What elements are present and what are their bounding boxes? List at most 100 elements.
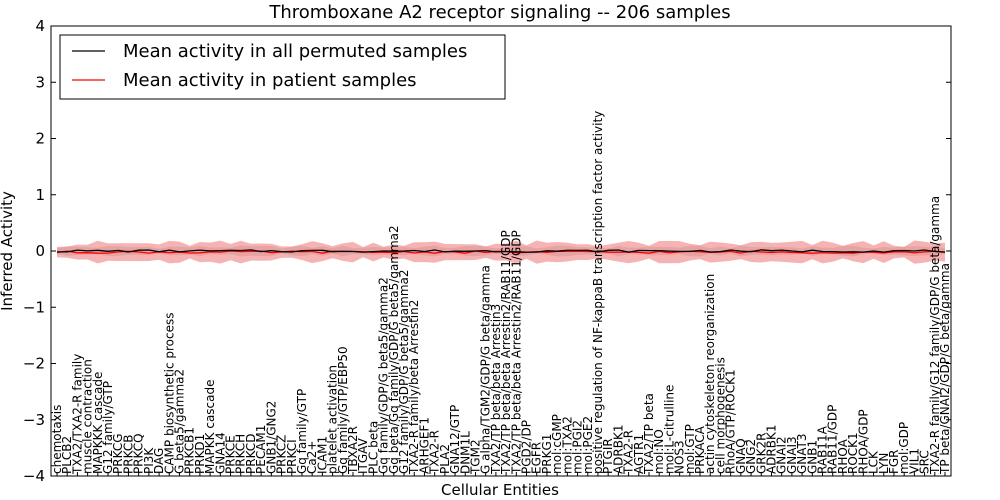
entity-label: PLC beta xyxy=(366,421,380,474)
y-tick-label: 1 xyxy=(35,186,45,204)
legend: Mean activity in all permuted samples Me… xyxy=(59,34,506,100)
y-axis-label: Inferred Activity xyxy=(0,191,16,311)
entity-label: EGFR xyxy=(530,442,544,474)
entity-label: chemotaxis xyxy=(50,405,64,474)
entity-label: TXA2/TP beta xyxy=(642,393,656,475)
entity-label: mol:GTP xyxy=(683,424,697,474)
entity-label: RhoA/GTP/ROCK1 xyxy=(724,369,738,474)
entity-label: PLA2 xyxy=(438,444,452,474)
entity-label: CAMP biosynthetic process xyxy=(162,313,176,475)
entity-label: PRKCZ xyxy=(275,435,289,474)
entity-label: TXA2/TXA2-R family xyxy=(70,354,84,475)
entity-label: MAPKKK cascade xyxy=(91,372,105,474)
entity-label: GNAQ xyxy=(734,438,748,474)
entity-label: DAG xyxy=(152,448,166,474)
entity-label: mol:L-citrulline xyxy=(662,385,676,474)
entity-label: NOS3 xyxy=(673,440,687,474)
entity-label: mol:PGE2 xyxy=(581,416,595,474)
entity-label: G alpha/TGM2/GDP/G beta/gamma xyxy=(479,265,493,474)
y-tick-label: −3 xyxy=(23,411,45,429)
entity-label: mol:TXA2 xyxy=(560,416,574,474)
entity-label: TXA2/TP beta/beta Arrestin3 xyxy=(489,304,503,475)
entity-label: PRKCE xyxy=(224,435,238,474)
entity-label: GNAI2 xyxy=(775,436,789,474)
entity-label: mol:NO xyxy=(652,429,666,474)
entity-label: PECAM1 xyxy=(254,425,268,474)
y-tick-label: 3 xyxy=(35,73,45,91)
entity-label: PGD2/DP xyxy=(520,420,534,474)
entity-label: GNB1/GNG2 xyxy=(264,401,278,474)
entity-label: G beta5/gamma2 xyxy=(173,369,187,474)
entity-label: G12 family/GTP xyxy=(101,381,115,474)
entity-label: mol:cGMP xyxy=(550,414,564,474)
entity-label: Gq family/GTP xyxy=(295,389,309,474)
entity-label: PRKCG xyxy=(111,433,125,473)
legend-permuted-label: Mean activity in all permuted samples xyxy=(123,41,467,62)
entity-label: ROCK1 xyxy=(846,432,860,474)
entity-label: actin cytoskeleton reorganization xyxy=(703,274,717,474)
y-tick-label: −4 xyxy=(23,467,45,485)
entity-label: TXA2-R xyxy=(428,430,442,475)
entity-label: positive regulation of NF-kappaB transcr… xyxy=(591,111,605,474)
entity-label: ARHGEF1 xyxy=(417,417,431,474)
entity-label: PLCB2 xyxy=(60,436,74,474)
entity-label: cell morphogenesis xyxy=(713,357,727,474)
entity-label: PI3K xyxy=(142,447,156,474)
entity-label: PRKD1 xyxy=(193,434,207,474)
entity-label: PRKCB xyxy=(121,435,135,474)
entity-label: LCK xyxy=(867,450,881,474)
y-tick-label: 0 xyxy=(35,242,45,260)
entity-label: PRKG1 xyxy=(540,434,554,474)
entity-label: Gq family/GTP/EBP50 xyxy=(336,346,350,474)
entity-label: TXA2/TP beta/beta Arrestin2/RAB11/GDP xyxy=(499,230,513,475)
entity-label: muscle contraction xyxy=(81,359,95,474)
entity-label: ITGAV xyxy=(356,437,370,474)
entity-label: TGM2 xyxy=(469,439,483,475)
entity-label: PTGIR xyxy=(601,438,615,474)
entity-label: RAB11A xyxy=(816,425,830,474)
y-axis: 4 3 2 1 0 −1 −2 −3 −4 xyxy=(23,17,951,485)
entity-label: mol:PGI2 xyxy=(571,420,585,474)
y-tick-label: 2 xyxy=(35,130,45,148)
entity-label: mol:GDP xyxy=(897,422,911,474)
entity-label: ADRBK1 xyxy=(611,424,625,474)
entity-label: PRKCD xyxy=(244,434,258,474)
y-tick-label: −1 xyxy=(23,298,45,316)
entity-label: Gq beta/Gq family/GDP/G beta5/gamma2 xyxy=(387,225,401,474)
entity-label: PRKCB1 xyxy=(183,427,197,474)
x-axis-label: Cellular Entities xyxy=(441,481,559,499)
entity-label: platelet activation xyxy=(326,365,340,474)
entity-label: PRKCQ xyxy=(132,433,146,474)
entity-label: MAPKK cascade xyxy=(203,379,217,474)
entity-label: GNG2 xyxy=(744,439,758,474)
entity-label: G12 family/GDP/G beta5/gamma2 xyxy=(397,269,411,473)
entity-label: TBXA2R xyxy=(346,426,360,475)
legend-box xyxy=(59,34,506,100)
entity-label: PRKCI xyxy=(285,439,299,474)
entity-label: DNM1L xyxy=(458,431,472,474)
entity-label: LYN xyxy=(877,453,891,474)
entity-label: Gq family/GDP/G beta5/gamma2 xyxy=(377,277,391,474)
entity-label: TP beta/GNAI2/GDP/G beta/gamma xyxy=(938,263,952,475)
entity-label: PRKACA xyxy=(693,425,707,474)
entity-label: TXA2-R family/beta Arrestin2 xyxy=(407,300,421,475)
series-lines xyxy=(56,249,946,254)
entity-label: VIL1 xyxy=(907,448,921,474)
line-permuted xyxy=(57,249,946,253)
entity-label: SRC xyxy=(918,450,932,474)
entity-label: RHOA xyxy=(836,438,850,474)
entity-label: GNAI3 xyxy=(785,436,799,474)
entity-label: ADRBK1 xyxy=(765,424,779,474)
y-tick-label: −2 xyxy=(23,355,45,373)
entity-label: ICAM1 xyxy=(315,436,329,474)
entity-label: TXA2-R xyxy=(622,430,636,475)
entity-label: GRK2R xyxy=(754,433,768,474)
entity-label: FGR xyxy=(887,449,901,474)
entity-label: RHOA/GDP xyxy=(856,409,870,474)
entity-label: GNB1 xyxy=(805,440,819,474)
entity-label: RAB11/GDP xyxy=(826,405,840,474)
entity-label: TXA2-R family/G12 family/GDP/G beta/gamm… xyxy=(928,196,942,475)
entity-label: Ca2+ xyxy=(305,441,319,474)
